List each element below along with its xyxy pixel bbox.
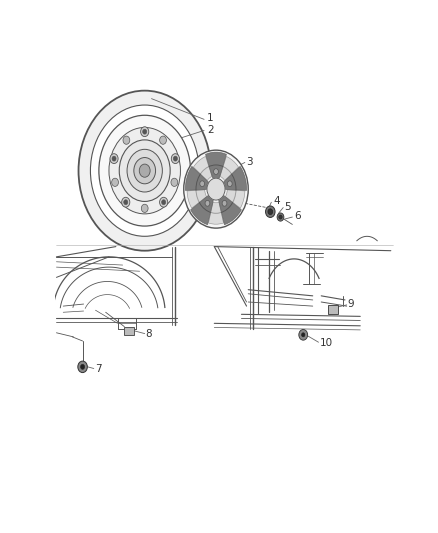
Circle shape (205, 200, 210, 206)
Polygon shape (185, 166, 208, 190)
Circle shape (127, 149, 162, 192)
Circle shape (171, 154, 180, 164)
Circle shape (162, 200, 166, 205)
Circle shape (222, 200, 227, 206)
Polygon shape (205, 152, 226, 178)
Circle shape (90, 105, 199, 236)
Circle shape (134, 158, 155, 184)
Circle shape (122, 197, 130, 207)
Polygon shape (226, 190, 245, 208)
Circle shape (112, 156, 116, 161)
Polygon shape (220, 156, 239, 181)
Circle shape (139, 164, 150, 177)
Circle shape (159, 197, 168, 207)
Polygon shape (219, 196, 241, 225)
Circle shape (227, 181, 232, 187)
Circle shape (207, 178, 225, 200)
Circle shape (112, 178, 118, 187)
Text: 1: 1 (207, 113, 213, 123)
Circle shape (109, 127, 180, 214)
Polygon shape (191, 196, 213, 225)
Circle shape (141, 127, 149, 136)
Circle shape (141, 204, 148, 213)
Circle shape (99, 115, 191, 226)
Circle shape (265, 206, 275, 217)
Text: 7: 7 (95, 364, 102, 374)
Bar (124, 327, 134, 335)
Circle shape (268, 209, 273, 215)
Circle shape (184, 150, 248, 228)
Circle shape (123, 136, 130, 144)
Circle shape (110, 154, 118, 164)
Circle shape (299, 329, 307, 340)
Polygon shape (187, 190, 207, 208)
Circle shape (124, 200, 128, 205)
Text: 10: 10 (320, 338, 332, 348)
Polygon shape (224, 166, 247, 190)
Circle shape (119, 140, 170, 201)
Circle shape (171, 178, 178, 187)
Circle shape (301, 333, 305, 337)
Circle shape (173, 156, 177, 161)
Polygon shape (208, 203, 223, 224)
Text: 6: 6 (294, 211, 301, 221)
Circle shape (81, 365, 85, 369)
Circle shape (277, 213, 284, 221)
Circle shape (279, 215, 282, 219)
Polygon shape (194, 156, 212, 181)
Bar (328, 305, 338, 314)
Circle shape (143, 129, 147, 134)
Circle shape (78, 361, 87, 373)
Text: 3: 3 (247, 157, 253, 167)
Text: 8: 8 (146, 329, 152, 340)
Circle shape (200, 181, 205, 187)
Circle shape (78, 91, 211, 251)
Circle shape (159, 136, 166, 144)
Circle shape (214, 169, 219, 174)
Text: 5: 5 (285, 202, 291, 212)
Circle shape (196, 165, 236, 213)
Text: 4: 4 (273, 197, 279, 206)
Text: 9: 9 (348, 299, 354, 309)
Text: 2: 2 (207, 125, 213, 135)
